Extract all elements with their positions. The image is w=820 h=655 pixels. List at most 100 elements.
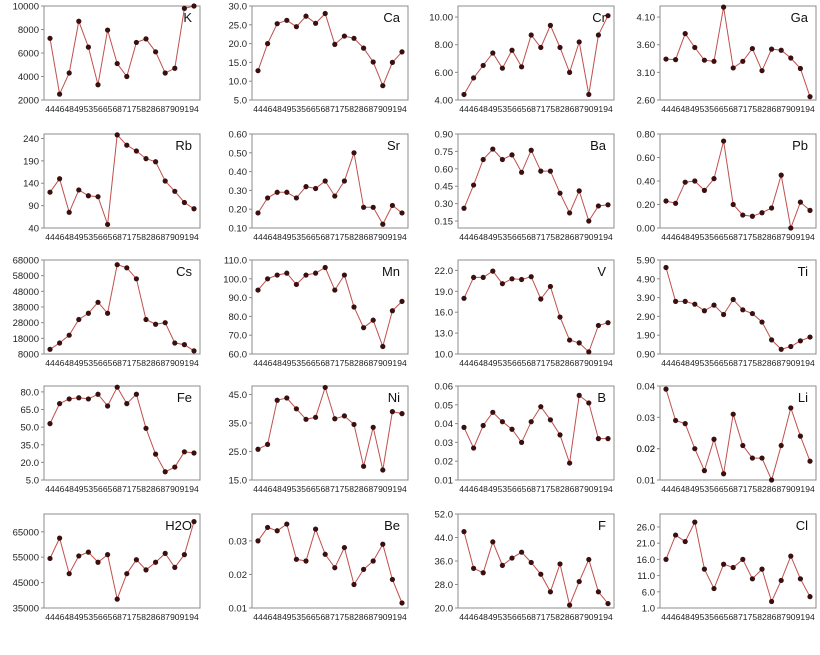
plot-area xyxy=(43,5,201,101)
x-tick-label: 94 xyxy=(603,484,613,494)
data-point xyxy=(389,409,395,415)
data-point xyxy=(480,274,486,281)
x-tick-label: 56 xyxy=(93,358,103,368)
y-tick-label: 0.03 xyxy=(637,413,656,424)
data-point xyxy=(370,317,376,323)
y-tick-label: 50.0 xyxy=(21,423,40,434)
x-tick-label: 90 xyxy=(786,484,796,494)
data-point xyxy=(105,221,111,228)
y-tick-label: 0.80 xyxy=(637,130,656,141)
x-tick-label: 94 xyxy=(603,612,613,622)
y-tick-label: 10.0 xyxy=(229,77,248,88)
y-tick-label: 20.0 xyxy=(229,39,248,50)
y-tick-label: 15.0 xyxy=(229,476,248,487)
x-tick-label: 53 xyxy=(498,484,508,494)
data-point xyxy=(389,576,395,583)
data-point xyxy=(490,539,496,545)
data-point xyxy=(85,549,91,555)
data-point xyxy=(303,13,309,19)
y-tick-label: 0.05 xyxy=(435,400,454,411)
data-point xyxy=(351,150,357,156)
data-point xyxy=(673,417,679,424)
data-point xyxy=(313,414,319,420)
x-tick-label: 91 xyxy=(594,232,604,242)
x-tick-label: 56 xyxy=(507,104,517,114)
y-tick-label: 0.50 xyxy=(229,148,248,159)
data-point xyxy=(361,566,367,572)
x-tick-label: 87 xyxy=(160,358,170,368)
x-tick-label: 68 xyxy=(728,484,738,494)
y-tick-label: 0.02 xyxy=(229,570,248,581)
data-point xyxy=(509,426,515,432)
y-tick-label: 0.60 xyxy=(435,164,454,175)
data-point xyxy=(528,32,534,38)
data-point xyxy=(471,274,477,281)
x-tick-label: 65 xyxy=(103,484,113,494)
data-point xyxy=(701,468,707,474)
data-point xyxy=(351,35,357,41)
x-tick-label: 90 xyxy=(786,232,796,242)
panel-title: Rb xyxy=(175,138,192,153)
y-tick-label: 10.0 xyxy=(435,350,454,361)
x-tick-label: 87 xyxy=(368,104,378,114)
data-point xyxy=(519,276,525,283)
series-line xyxy=(463,531,609,607)
data-point xyxy=(586,218,592,224)
plot-area xyxy=(659,385,817,481)
series-line xyxy=(665,267,811,350)
data-point xyxy=(332,41,338,47)
panel-title: Cs xyxy=(176,264,192,279)
x-tick-label: 48 xyxy=(272,232,282,242)
plot-area xyxy=(43,513,201,609)
series-line xyxy=(49,133,195,225)
y-tick-label: 55000 xyxy=(13,553,39,564)
y-tick-label: 0.02 xyxy=(637,444,656,455)
y-tick-label: 15.0 xyxy=(229,58,248,69)
x-tick-label: 53 xyxy=(700,358,710,368)
data-point xyxy=(181,552,187,558)
x-tick-label: 91 xyxy=(388,484,398,494)
data-point xyxy=(528,419,534,425)
data-point xyxy=(313,270,319,276)
data-point xyxy=(341,544,347,551)
data-point xyxy=(133,391,139,397)
data-point xyxy=(284,521,290,527)
x-tick-label: 46 xyxy=(263,104,273,114)
y-tick-label: 48000 xyxy=(13,287,39,298)
data-point xyxy=(303,558,309,564)
data-point xyxy=(576,340,582,346)
data-point xyxy=(332,416,338,422)
y-tick-label: 19.0 xyxy=(435,287,454,298)
x-tick-label: 82 xyxy=(555,232,565,242)
panel-title: H2O xyxy=(165,518,192,533)
data-point xyxy=(322,10,328,17)
x-tick-label: 48 xyxy=(272,358,282,368)
x-tick-label: 48 xyxy=(680,484,690,494)
x-tick-label: 75 xyxy=(340,612,350,622)
x-tick-label: 71 xyxy=(122,484,132,494)
data-point xyxy=(191,3,197,9)
x-tick-label: 71 xyxy=(738,484,748,494)
panel-title: Mn xyxy=(382,264,400,279)
series-line xyxy=(49,386,195,473)
data-point xyxy=(85,193,91,199)
x-tick-label: 94 xyxy=(805,484,815,494)
x-tick-label: 46 xyxy=(263,484,273,494)
data-point xyxy=(380,467,386,473)
x-tick-label: 49 xyxy=(74,612,84,622)
data-point xyxy=(673,200,679,206)
data-point xyxy=(567,69,573,75)
x-tick-label: 44 xyxy=(661,484,671,494)
x-tick-label: 46 xyxy=(469,104,479,114)
x-tick-label: 46 xyxy=(55,104,65,114)
y-tick-label: 0.15 xyxy=(435,217,454,228)
data-point xyxy=(490,50,496,56)
data-point xyxy=(172,464,178,470)
data-point xyxy=(162,70,168,76)
data-point xyxy=(133,148,139,154)
chart-panel-ba: 0.15 0.30 0.45 0.60 0.75 0.90 44 46 48 49 53 56 65 68… xyxy=(435,130,615,242)
x-tick-label: 65 xyxy=(311,612,321,622)
y-tick-label: 25.0 xyxy=(229,447,248,458)
x-tick-label: 71 xyxy=(536,484,546,494)
